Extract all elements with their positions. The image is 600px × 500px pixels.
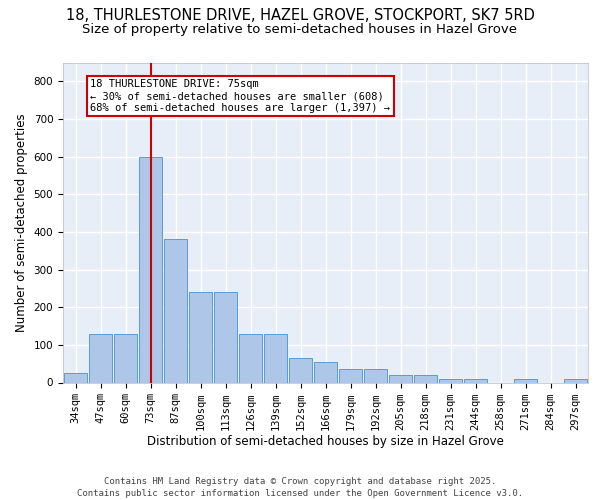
Bar [114,334,137,382]
Bar [239,334,262,382]
Bar [439,380,462,382]
Text: Size of property relative to semi-detached houses in Hazel Grove: Size of property relative to semi-detach… [83,22,517,36]
Bar [164,240,187,382]
Text: Contains HM Land Registry data © Crown copyright and database right 2025.
Contai: Contains HM Land Registry data © Crown c… [77,476,523,498]
Bar [389,375,412,382]
Bar [289,358,312,382]
Bar [414,375,437,382]
Bar [89,334,112,382]
Bar [564,380,587,382]
Bar [264,334,287,382]
Bar [189,292,212,382]
Text: 18 THURLESTONE DRIVE: 75sqm
← 30% of semi-detached houses are smaller (608)
68% : 18 THURLESTONE DRIVE: 75sqm ← 30% of sem… [91,80,391,112]
Bar [214,292,237,382]
Bar [464,380,487,382]
Bar [339,370,362,382]
Y-axis label: Number of semi-detached properties: Number of semi-detached properties [15,113,28,332]
Bar [64,373,87,382]
Bar [514,380,537,382]
Bar [364,370,387,382]
Bar [314,362,337,382]
Text: 18, THURLESTONE DRIVE, HAZEL GROVE, STOCKPORT, SK7 5RD: 18, THURLESTONE DRIVE, HAZEL GROVE, STOC… [65,8,535,22]
Bar [139,156,162,382]
X-axis label: Distribution of semi-detached houses by size in Hazel Grove: Distribution of semi-detached houses by … [147,436,504,448]
